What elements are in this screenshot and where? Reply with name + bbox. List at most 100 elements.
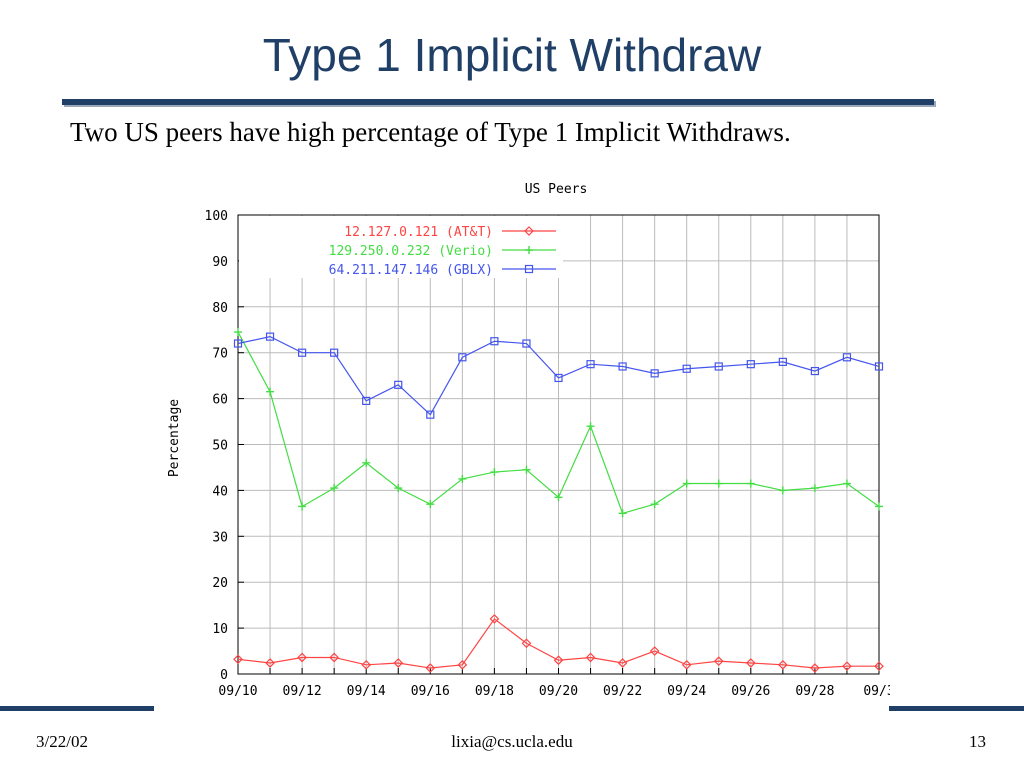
footer-rule-right	[889, 706, 1024, 711]
series-line	[237, 336, 880, 416]
data-point	[585, 652, 596, 663]
y-axis-ticks: 0 10 20 30 40 50 60 70 80 90 100	[205, 209, 244, 683]
data-point	[522, 465, 531, 474]
y-tick-label: 50	[212, 439, 228, 454]
x-tick-label: 09/3	[863, 684, 890, 699]
footer-date: 3/22/02	[36, 732, 88, 751]
data-point	[361, 659, 372, 670]
legend-background	[239, 216, 563, 278]
title-underline	[62, 99, 934, 105]
data-point	[265, 332, 275, 341]
data-point	[394, 484, 403, 493]
data-point	[298, 502, 307, 511]
data-point	[713, 656, 724, 666]
y-tick-label: 30	[212, 530, 228, 545]
series-line	[237, 618, 879, 669]
data-point	[810, 663, 820, 673]
data-point	[234, 328, 242, 337]
data-point	[393, 658, 404, 668]
data-point	[874, 362, 884, 371]
data-point	[490, 468, 499, 477]
x-axis-ticks: 09/10 09/12 09/14 09/16 09/18 09/20 09/22 09/24…	[218, 668, 890, 699]
chart-title: US Peers	[525, 182, 588, 197]
x-tick-label: 09/22	[603, 684, 642, 699]
data-point	[810, 484, 819, 493]
y-tick-label: 70	[212, 347, 228, 362]
data-point	[265, 658, 275, 668]
data-point	[682, 479, 691, 488]
x-tick-label: 09/24	[667, 684, 706, 699]
legend-label: 64.211.147.146 (GBLX)	[329, 263, 493, 278]
series-gblx	[233, 332, 884, 419]
data-point	[618, 509, 627, 518]
legend: 12.127.0.121 (AT&T) 129.250.0.232 (Verio)…	[239, 216, 563, 278]
y-tick-label: 80	[212, 301, 228, 316]
y-tick-label: 90	[212, 255, 228, 270]
data-point	[746, 479, 755, 488]
data-point	[746, 360, 755, 369]
slide-title: Type 1 Implicit Withdraw	[262, 29, 762, 81]
grid-lines	[238, 215, 879, 674]
data-point	[714, 362, 723, 371]
data-point	[778, 357, 787, 366]
footer-rule-left	[0, 706, 154, 711]
data-point	[489, 614, 500, 624]
legend-label: 12.127.0.121 (AT&T)	[344, 225, 493, 240]
data-point	[233, 654, 243, 665]
x-tick-label: 09/10	[218, 684, 257, 699]
data-point	[490, 337, 499, 346]
data-point	[714, 479, 723, 488]
y-tick-label: 60	[212, 393, 228, 408]
y-tick-label: 10	[212, 622, 228, 637]
data-point	[810, 366, 820, 376]
y-tick-label: 0	[220, 668, 228, 683]
data-point	[458, 474, 467, 483]
x-tick-label: 09/28	[795, 684, 834, 699]
x-tick-label: 09/16	[411, 684, 450, 699]
data-point	[425, 663, 436, 673]
data-point	[842, 353, 852, 362]
x-tick-label: 09/20	[539, 684, 578, 699]
data-point	[745, 658, 756, 668]
footer-page-number: 13	[969, 732, 986, 751]
y-tick-label: 100	[205, 209, 228, 224]
y-tick-label: 20	[212, 576, 228, 591]
x-tick-label: 09/18	[475, 684, 514, 699]
data-point	[554, 493, 563, 502]
legend-marker	[525, 246, 533, 254]
data-point	[650, 500, 659, 509]
x-tick-label: 09/26	[731, 684, 770, 699]
data-point	[394, 380, 403, 389]
data-point	[522, 339, 531, 348]
data-point	[617, 658, 628, 668]
data-point	[329, 652, 339, 663]
legend-marker	[524, 226, 534, 236]
us-peers-chart: US Peers Percentage 0 10 20 30 40 50 60 70 80 90 1…	[167, 182, 890, 699]
data-point	[297, 652, 307, 663]
data-point	[266, 387, 275, 396]
data-point	[682, 364, 691, 373]
data-point	[298, 348, 307, 357]
data-point	[362, 396, 371, 405]
data-point	[521, 638, 532, 649]
data-point	[457, 659, 468, 670]
data-point	[362, 458, 371, 467]
data-point	[586, 422, 595, 431]
data-point	[426, 500, 435, 509]
y-axis-label: Percentage	[167, 399, 182, 477]
data-point	[426, 410, 435, 419]
data-point	[778, 486, 787, 495]
data-point	[233, 339, 243, 348]
data-point	[875, 502, 883, 511]
data-point	[778, 659, 788, 670]
data-point	[330, 484, 339, 493]
series-layer	[233, 328, 884, 673]
legend-marker	[524, 264, 534, 274]
data-point	[330, 348, 339, 357]
slide-subtitle: Two US peers have high percentage of Typ…	[70, 117, 791, 147]
data-point	[553, 655, 564, 666]
data-point	[874, 661, 884, 672]
data-point	[586, 360, 595, 369]
data-point	[649, 646, 660, 656]
footer-email: lixia@cs.ucla.edu	[451, 732, 573, 751]
